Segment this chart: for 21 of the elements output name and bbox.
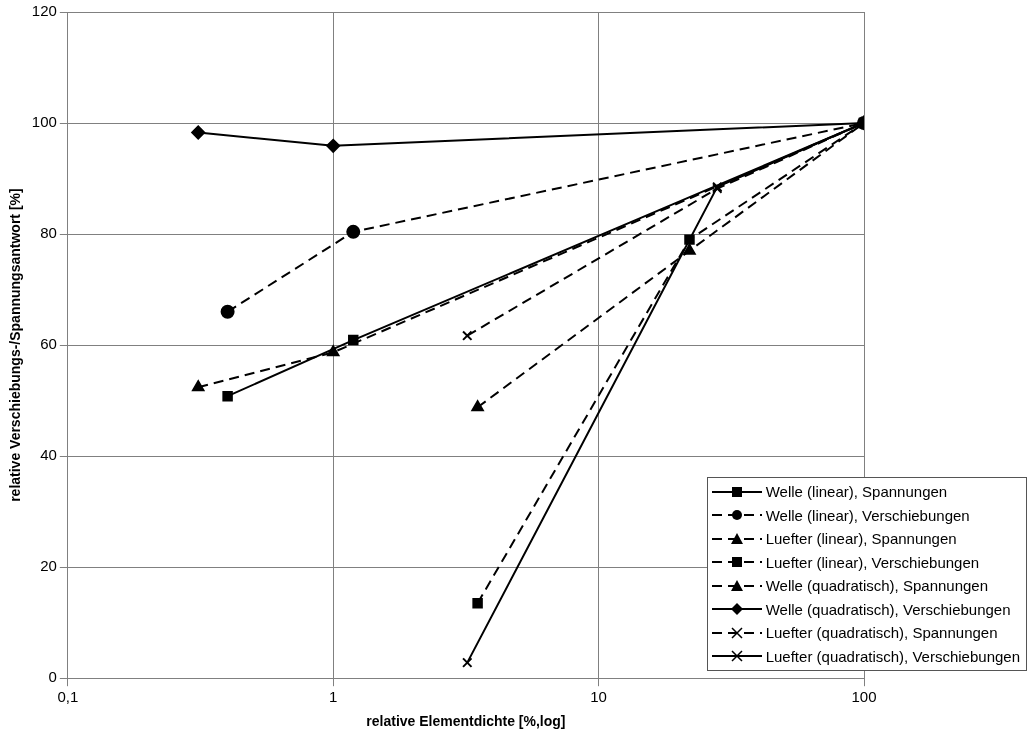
x-tick-label: 100 xyxy=(851,688,877,706)
x-tick-label: 10 xyxy=(590,688,607,706)
y-tick-label: 120 xyxy=(31,2,57,20)
legend-label: Welle (quadratisch), Spannungen xyxy=(765,576,989,596)
legend-label: Welle (linear), Spannungen xyxy=(765,482,948,502)
legend-label: Welle (linear), Verschiebungen xyxy=(765,505,970,526)
y-tick-label: 20 xyxy=(40,557,57,575)
x-tick-label: 0,1 xyxy=(57,688,79,706)
y-tick-label: 40 xyxy=(40,446,57,464)
x-tick-label: 1 xyxy=(329,688,338,706)
y-tick-label: 60 xyxy=(40,335,57,353)
legend-label: Luefter (linear), Spannungen xyxy=(765,529,957,549)
y-tick-label: 80 xyxy=(40,224,57,242)
y-tick-label: 100 xyxy=(31,113,57,131)
legend-label: Welle (quadratisch), Verschiebungen xyxy=(765,599,1011,620)
y-axis-title: relative Verschiebungs-/Spannungsantwort [%] xyxy=(7,188,24,502)
x-axis-title: relative Elementdichte [%,log] xyxy=(366,713,566,730)
legend-label: Luefter (quadratisch), Verschiebungen xyxy=(765,646,1020,667)
y-tick-label: 0 xyxy=(48,668,57,686)
legend-label: Luefter (quadratisch), Spannungen xyxy=(765,623,998,643)
legend-label: Luefter (linear), Verschiebungen xyxy=(765,552,980,573)
